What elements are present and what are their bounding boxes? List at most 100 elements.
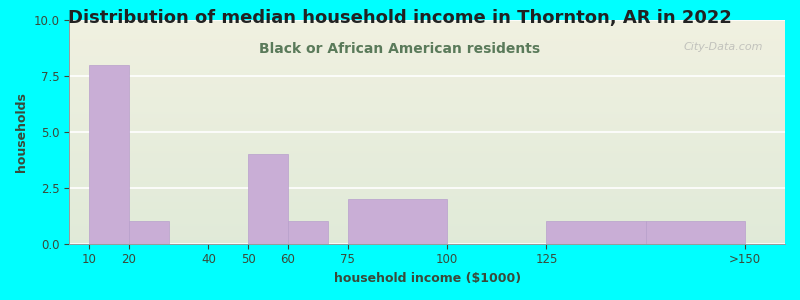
Bar [70,130,785,131]
Bar [70,209,785,210]
Bar [70,37,785,38]
Bar [70,111,785,112]
Bar [70,135,785,136]
Bar [70,100,785,102]
Bar [70,180,785,181]
Bar [70,177,785,178]
Bar [70,89,785,91]
Bar [70,202,785,203]
Bar [70,78,785,79]
Bar [70,216,785,217]
Bar [70,85,785,86]
Bar [70,124,785,125]
Bar [70,136,785,137]
Bar [70,208,785,209]
Bar [70,70,785,71]
Bar [70,242,785,243]
Bar [70,102,785,103]
Bar [70,76,785,77]
Bar [70,190,785,191]
Bar [70,165,785,166]
Bar [70,184,785,186]
Bar [70,74,785,75]
Bar [70,146,785,148]
Bar [70,93,785,94]
Bar [70,82,785,83]
Bar [70,161,785,162]
Bar [70,186,785,187]
Bar [70,235,785,236]
Text: City-Data.com: City-Data.com [684,42,763,52]
Bar [70,239,785,240]
Bar [70,46,785,47]
Bar [70,121,785,122]
Bar [248,154,288,244]
Bar [70,196,785,197]
Bar [70,114,785,115]
Bar [70,137,785,139]
Bar [70,218,785,219]
Bar [70,238,785,239]
Bar [70,94,785,95]
Bar [70,151,785,152]
Bar [70,117,785,119]
Bar [70,179,785,180]
Bar [70,87,785,88]
Bar [70,162,785,163]
Bar [70,134,785,135]
Bar [70,103,785,104]
Bar [70,160,785,161]
Bar [70,88,785,89]
Bar [70,139,785,140]
Bar [70,167,785,168]
Bar [70,84,785,85]
Bar [70,188,785,189]
Bar [70,181,785,182]
Bar [288,221,328,244]
Bar [70,158,785,159]
Bar [70,243,785,244]
Bar [70,22,785,23]
Bar [70,48,785,49]
Bar [70,144,785,145]
Bar [70,173,785,174]
Bar [70,96,785,97]
Bar [70,55,785,56]
Bar [70,132,785,133]
Bar [70,189,785,190]
Bar [70,141,785,142]
Bar [70,232,785,234]
Bar [70,52,785,54]
Bar [70,228,785,229]
Bar [70,65,785,66]
Bar [70,148,785,150]
Bar [70,229,785,230]
Bar [70,49,785,50]
Bar [70,220,785,221]
Bar [70,143,785,144]
Bar [70,201,785,202]
Bar [70,157,785,158]
Bar [70,45,785,46]
Bar [70,140,785,141]
Bar [70,223,785,224]
Bar [70,152,785,153]
Bar [70,51,785,52]
Bar [70,110,785,111]
Bar [70,212,785,214]
Bar [70,182,785,183]
Bar [70,54,785,55]
Bar [70,225,785,226]
Bar [70,33,785,34]
Bar [70,150,785,151]
Bar [70,61,785,62]
Bar [70,69,785,70]
Bar [70,178,785,179]
Bar [70,27,785,28]
Bar [70,42,785,44]
Bar [70,198,785,199]
Bar [70,164,785,165]
Bar [70,113,785,114]
Bar [70,133,785,134]
Bar [70,128,785,130]
